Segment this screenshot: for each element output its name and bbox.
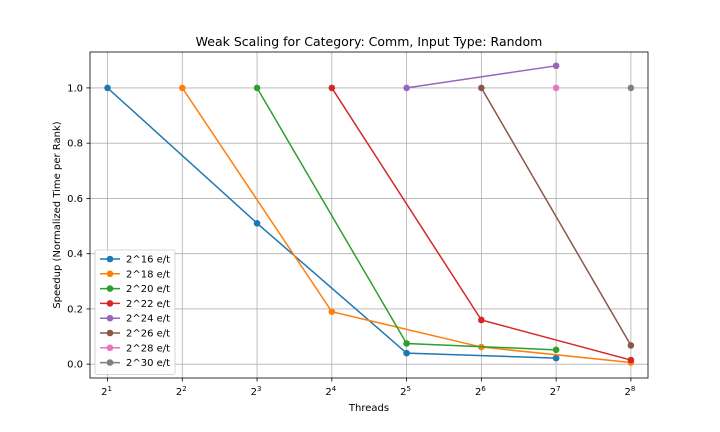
data-point — [552, 62, 560, 70]
series-2 — [178, 84, 635, 366]
data-point — [403, 349, 410, 357]
data-point — [478, 316, 485, 324]
y-tick-label: 0.6 — [67, 194, 83, 205]
plot-series — [104, 62, 635, 366]
x-tick-label: 25 — [400, 385, 411, 398]
legend-marker — [106, 344, 114, 352]
series-line — [406, 65, 557, 89]
legend-entry: 2^16 e/t — [100, 255, 170, 266]
x-tick-label: 23 — [251, 385, 262, 398]
data-point — [627, 356, 635, 364]
legend-label: 2^24 e/t — [126, 314, 170, 325]
legend-marker — [106, 329, 114, 337]
data-point — [403, 340, 410, 347]
series-7 — [552, 84, 560, 92]
legend-entry: 2^20 e/t — [100, 284, 170, 295]
chart-title: Weak Scaling for Category: Comm, Input T… — [196, 34, 543, 49]
legend-entry: 2^24 e/t — [100, 314, 170, 325]
legend-label: 2^28 e/t — [126, 343, 170, 354]
data-point — [253, 219, 261, 227]
legend-label: 2^20 e/t — [126, 284, 170, 295]
y-tick-label: 0.4 — [67, 249, 83, 260]
series-6 — [478, 84, 635, 349]
grid-lines — [90, 52, 648, 378]
data-point — [253, 84, 261, 92]
legend-entry: 2^22 e/t — [100, 299, 170, 310]
data-point — [478, 84, 485, 92]
legend-label: 2^16 e/t — [126, 255, 170, 266]
legend-marker — [106, 359, 114, 366]
data-point — [178, 84, 186, 92]
y-tick-label: 0.0 — [67, 360, 83, 371]
legend-entry: 2^26 e/t — [100, 329, 170, 340]
y-axis-label: Speedup (Normalized Time per Rank) — [52, 121, 63, 308]
series-5 — [403, 62, 560, 92]
x-tick-label: 27 — [550, 385, 561, 398]
data-point — [552, 354, 560, 362]
series-4 — [328, 84, 635, 364]
series-3 — [253, 84, 560, 354]
x-tick-label: 26 — [475, 385, 486, 398]
legend-box — [94, 249, 176, 375]
x-tick-label: 24 — [325, 385, 336, 398]
legend-marker — [106, 270, 114, 278]
legend-entry: 2^30 e/t — [100, 358, 170, 369]
legend-entry: 2^28 e/t — [100, 343, 170, 354]
series-line — [181, 87, 631, 364]
data-point — [328, 84, 336, 92]
legend-entry: 2^18 e/t — [100, 269, 170, 280]
y-tick-label: 1.0 — [67, 83, 83, 94]
legend-label: 2^18 e/t — [126, 269, 170, 280]
legend-marker — [106, 255, 114, 263]
legend-marker — [106, 300, 114, 307]
data-point — [328, 308, 336, 315]
series-8 — [627, 84, 635, 92]
legend-label: 2^30 e/t — [126, 358, 170, 369]
data-point — [552, 346, 560, 354]
axes-frame — [89, 51, 649, 379]
series-line — [480, 87, 632, 346]
x-axis-ticks: 21 22 23 24 25 26 27 28 — [101, 378, 635, 398]
legend-label: 2^22 e/t — [126, 299, 170, 310]
x-tick-label: 21 — [101, 385, 112, 398]
legend: 2^16 e/t 2^18 e/t 2^20 e/t 2^22 e/t 2^24 e/t… — [94, 249, 176, 375]
legend-marker — [106, 314, 114, 322]
legend-label: 2^26 e/t — [126, 329, 170, 340]
x-tick-label: 28 — [624, 385, 635, 398]
series-1 — [104, 84, 560, 362]
x-tick-label: 22 — [176, 385, 187, 398]
data-point — [627, 342, 635, 349]
y-tick-label: 0.2 — [67, 304, 83, 315]
data-point — [627, 84, 635, 92]
x-axis-label: Threads — [348, 403, 389, 414]
legend-marker — [106, 285, 114, 292]
series-line — [107, 87, 557, 359]
data-point — [403, 84, 410, 92]
data-point — [104, 84, 111, 92]
data-point — [552, 84, 560, 92]
y-tick-label: 0.8 — [67, 139, 83, 150]
y-axis-ticks: 0.0 0.2 0.4 0.6 0.8 1.0 — [67, 83, 90, 371]
